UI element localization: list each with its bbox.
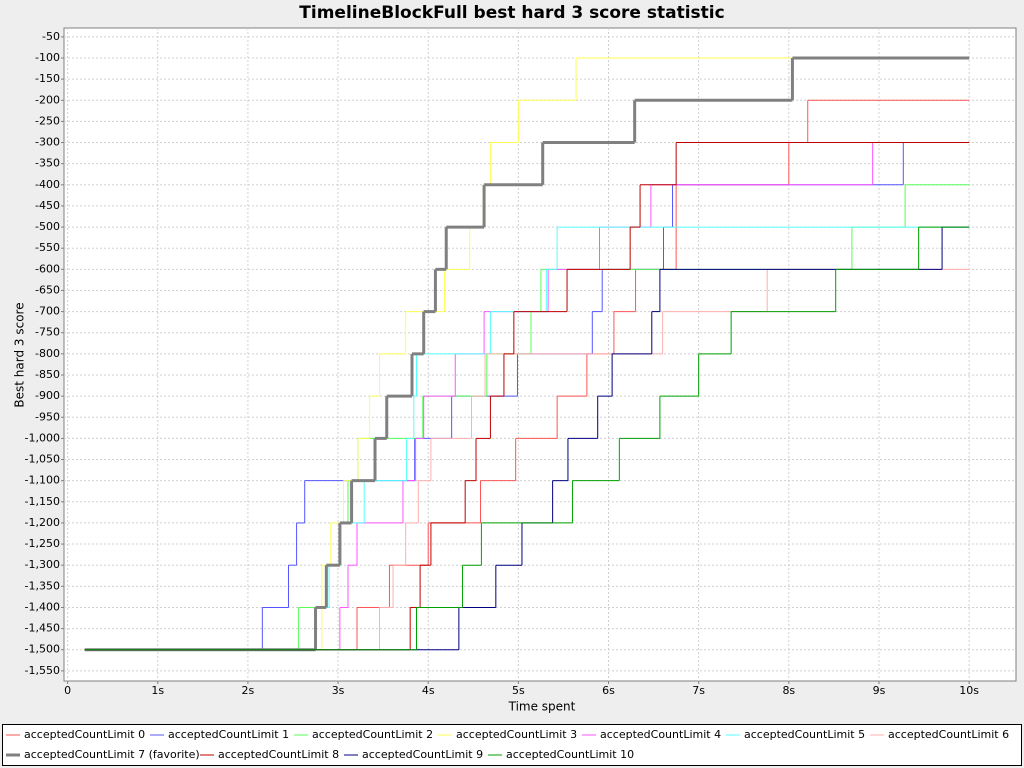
chart-title: TimelineBlockFull best hard 3 score stat…: [299, 3, 724, 23]
y-tick-label: -150: [35, 72, 60, 85]
x-tick-label: 4s: [422, 684, 435, 697]
y-tick-label: -450: [35, 199, 60, 212]
y-tick-label: -1,300: [25, 558, 60, 571]
x-tick-label: 9s: [873, 684, 886, 697]
y-tick-label: -1,000: [25, 431, 60, 444]
y-tick-label: -900: [35, 389, 60, 402]
y-tick-label: -100: [35, 51, 60, 64]
x-tick-label: 1s: [151, 684, 164, 697]
y-tick-label: -750: [35, 326, 60, 339]
x-tick-label: 2s: [242, 684, 255, 697]
x-tick-label: 3s: [332, 684, 345, 697]
y-tick-label: -1,200: [25, 516, 60, 529]
y-axis-label: Best hard 3 score: [13, 302, 27, 407]
y-tick-label: -350: [35, 157, 60, 170]
y-tick-label: -550: [35, 241, 60, 254]
y-tick-label: -1,050: [25, 453, 60, 466]
y-tick-label: -850: [35, 368, 60, 381]
y-tick-label: -300: [35, 136, 60, 149]
legend-label: acceptedCountLimit 5: [744, 728, 865, 741]
legend-label: acceptedCountLimit 0: [24, 728, 145, 741]
series: [84, 56, 970, 652]
y-tick-label: -250: [35, 114, 60, 127]
legend-label: acceptedCountLimit 3: [456, 728, 577, 741]
y-tick-label: -800: [35, 347, 60, 360]
x-tick-label: 8s: [782, 684, 795, 697]
legend-label: acceptedCountLimit 10: [506, 748, 634, 761]
x-tick-label: 7s: [692, 684, 705, 697]
y-tick-label: -400: [35, 178, 60, 191]
x-tick-label: 0: [64, 684, 71, 697]
y-tick-label: -50: [42, 30, 60, 43]
y-tick-label: -1,400: [25, 600, 60, 613]
legend-label: acceptedCountLimit 4: [600, 728, 721, 741]
y-tick-label: -700: [35, 305, 60, 318]
legend-label: acceptedCountLimit 9: [362, 748, 483, 761]
y-tick-label: -1,100: [25, 474, 60, 487]
y-tick-label: -650: [35, 283, 60, 296]
legend: [2, 724, 1022, 766]
y-tick-label: -600: [35, 262, 60, 275]
y-tick-label: -950: [35, 410, 60, 423]
legend-label: acceptedCountLimit 1: [168, 728, 289, 741]
y-tick-label: -200: [35, 93, 60, 106]
y-tick-label: -1,350: [25, 579, 60, 592]
y-tick-label: -1,150: [25, 495, 60, 508]
series: [84, 226, 970, 651]
x-tick-label: 6s: [602, 684, 615, 697]
y-tick-label: -1,550: [25, 664, 60, 677]
y-tick-label: -1,450: [25, 622, 60, 635]
legend-label: acceptedCountLimit 8: [218, 748, 339, 761]
legend-label: acceptedCountLimit 6: [888, 728, 1009, 741]
legend-label: acceptedCountLimit 7 (favorite): [24, 748, 200, 761]
y-tick-label: -1,500: [25, 643, 60, 656]
plot-area: [63, 27, 1017, 682]
y-tick-label: -1,250: [25, 537, 60, 550]
x-tick-label: 5s: [512, 684, 525, 697]
y-tick-label: -500: [35, 220, 60, 233]
legend-label: acceptedCountLimit 2: [312, 728, 433, 741]
x-axis-label: Time spent: [508, 700, 576, 714]
x-tick-label: 10s: [959, 684, 979, 697]
